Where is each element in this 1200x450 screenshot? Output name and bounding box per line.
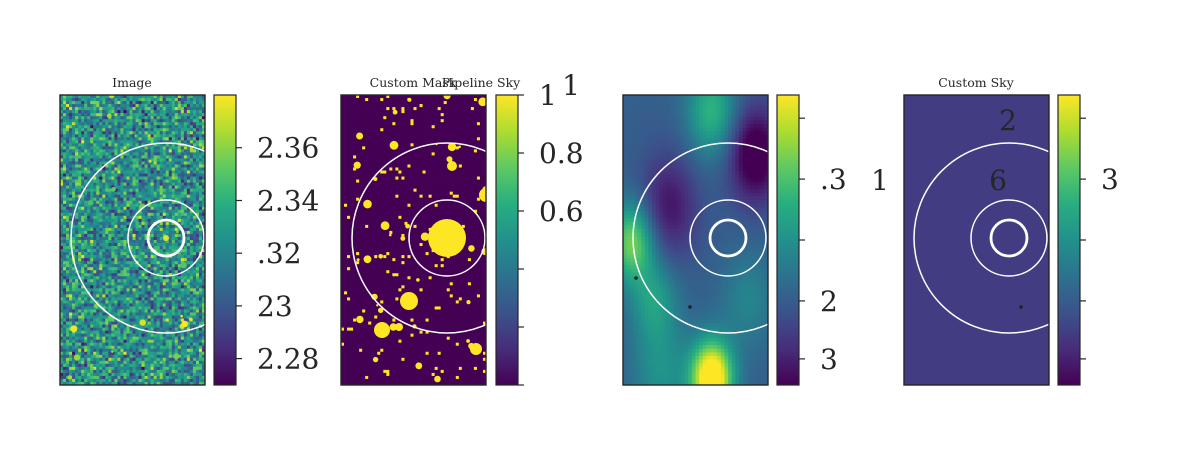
colorbar-tick-label: 2.36 <box>257 132 319 165</box>
stray-label: 6 <box>989 164 1007 197</box>
inner-annulus-circle <box>689 199 767 277</box>
colorbar <box>1057 94 1081 386</box>
stray-label: 2 <box>999 104 1017 137</box>
aperture-circles <box>913 142 1049 334</box>
aperture-circles <box>632 142 768 334</box>
heatmap-frame <box>340 94 487 386</box>
aperture-circles <box>351 142 486 334</box>
dot-marker <box>634 276 638 280</box>
colorbar <box>495 94 519 386</box>
colorbar-tick-label: 0.8 <box>539 137 584 170</box>
colorbar-tick-label: 0.6 <box>539 195 584 228</box>
inner-annulus-circle <box>408 199 486 277</box>
heatmap-frame <box>903 94 1050 386</box>
inner-annulus-circle <box>127 199 205 277</box>
outer-annulus-circle <box>351 142 486 334</box>
aperture-circle <box>708 218 748 258</box>
panel-title: Pipeline Sky <box>442 75 521 90</box>
outer-annulus-circle <box>632 142 768 334</box>
colorbar <box>213 94 237 386</box>
colorbar-ticks: 1 0.8 0.6 <box>518 79 584 386</box>
stray-label: 1 <box>871 164 889 197</box>
colorbar-ticks: 2.36 2.34 .32 23 2.28 <box>236 132 319 376</box>
colorbar-tick-label: .32 <box>257 237 302 270</box>
colorbar-tick-label: 2.34 <box>257 185 319 218</box>
dot-marker <box>688 305 692 309</box>
colorbar-tick-label: 3 <box>1101 163 1119 196</box>
panel-custom-mask: Custom Mask 1 0.8 0.6 <box>340 75 584 386</box>
heatmap-image <box>60 95 205 385</box>
colorbar <box>776 94 800 386</box>
aperture-circle <box>989 218 1029 258</box>
inner-annulus-circle <box>970 199 1048 277</box>
colorbar-tick-label: .3 <box>820 163 847 196</box>
colorbar-tick-label: 23 <box>257 290 293 323</box>
panel-title: Image <box>112 75 152 90</box>
colorbar-tick-label: 2.28 <box>257 343 319 376</box>
stray-label: 1 <box>562 69 580 102</box>
heatmap-mask <box>341 95 486 385</box>
heatmap-constant <box>904 95 1049 385</box>
colorbar-tick-label: 3 <box>820 343 838 376</box>
aperture-circles <box>70 142 205 334</box>
colorbar-tick-label: 1 <box>539 79 557 112</box>
heatmap-frame <box>622 94 769 386</box>
aperture-circle <box>146 218 186 258</box>
outer-annulus-circle <box>70 142 205 334</box>
panel-title: Custom Mask <box>370 75 457 90</box>
panel-title: Custom Sky <box>938 75 1015 90</box>
colorbar-ticks: .3 2 3 <box>799 117 847 376</box>
dot-marker <box>1019 305 1023 309</box>
panel-image: Image 2.36 2.34 .32 23 2.28 <box>59 75 319 386</box>
outer-annulus-circle <box>913 142 1049 334</box>
colorbar-tick-label: 2 <box>820 285 838 318</box>
colorbar-ticks: 3 <box>1080 117 1119 360</box>
panel-pipeline-sky: Pipeline Sky .3 2 3 <box>442 75 847 386</box>
panel-custom-sky: Custom Sky 2 6 1 3 <box>871 75 1119 386</box>
heatmap-frame <box>59 94 206 386</box>
